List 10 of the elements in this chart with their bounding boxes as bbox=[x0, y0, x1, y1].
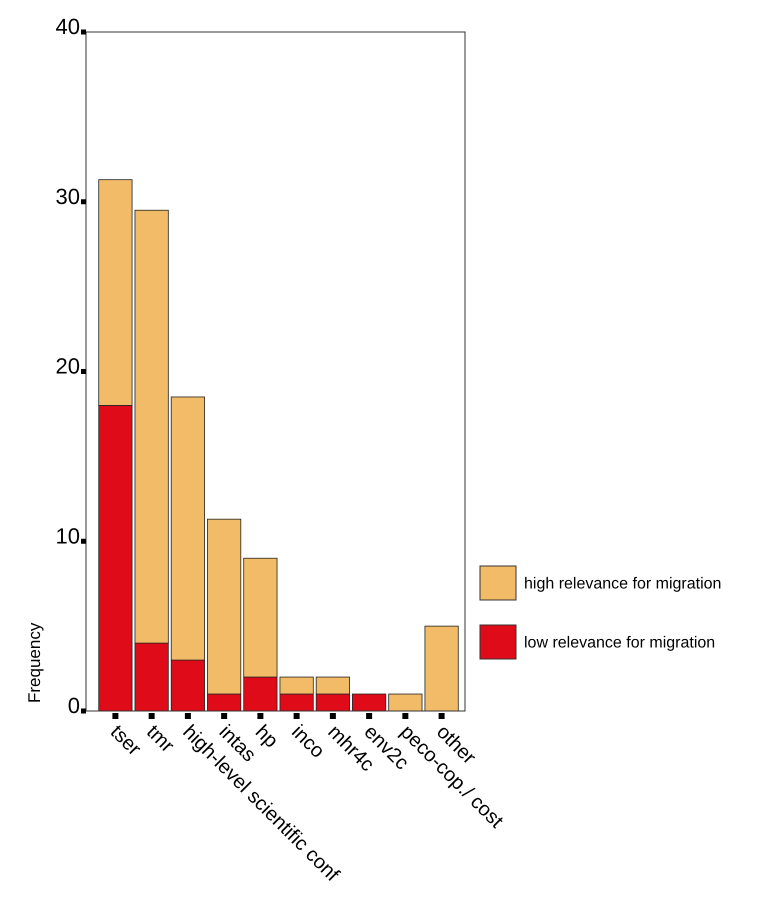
y-tick-label: 10 bbox=[56, 523, 80, 548]
legend-label: low relevance for migration bbox=[524, 634, 716, 652]
y-tick-label: 30 bbox=[56, 184, 80, 209]
x-tick-label: inco bbox=[287, 720, 329, 762]
y-tick-label: 20 bbox=[56, 354, 80, 379]
y-axis-title: Frequency bbox=[25, 622, 44, 703]
legend-label: high relevance for migration bbox=[524, 576, 722, 593]
x-tick-label: hp bbox=[250, 720, 282, 752]
y-tick-label: 40 bbox=[56, 14, 80, 40]
y-tick-label: 0 bbox=[68, 693, 80, 718]
